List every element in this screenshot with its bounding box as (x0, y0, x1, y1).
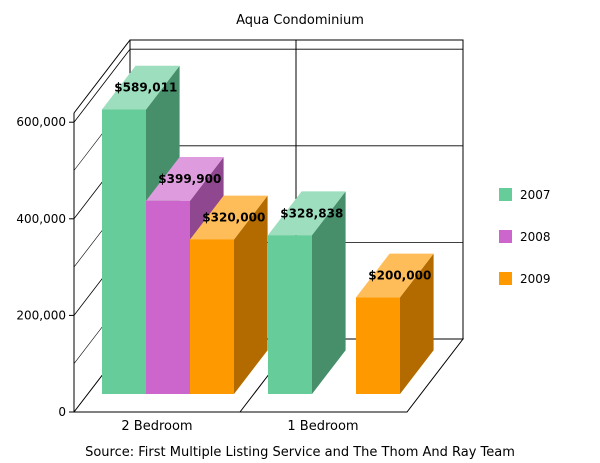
source-note: Source: First Multiple Listing Service a… (85, 445, 515, 460)
data-label: $399,900 (158, 172, 221, 186)
bar-front (146, 200, 190, 394)
bar-top (102, 65, 180, 110)
y-tick-label: 200,000 (16, 308, 66, 322)
data-label: $328,838 (280, 206, 343, 220)
bar-2009-2-bedroom (190, 195, 268, 394)
legend: 2007 2008 2009 (499, 188, 551, 286)
legend-swatch-2009 (499, 272, 512, 285)
legend-label-2008: 2008 (520, 230, 551, 244)
x-tick-label: 1 Bedroom (287, 419, 358, 434)
legend-swatch-2007 (499, 188, 512, 201)
bar-side (400, 253, 434, 394)
data-label: $589,011 (114, 81, 177, 95)
bar-front (190, 239, 234, 394)
bar-top (268, 191, 346, 236)
y-tick-label: 400,000 (16, 212, 66, 226)
bar-2009-1-bedroom (356, 253, 434, 394)
bar-front (102, 109, 146, 394)
bar-top (356, 253, 434, 298)
bar-side (312, 191, 346, 394)
bar-front (268, 235, 312, 394)
x-tick-label: 2 Bedroom (121, 419, 192, 434)
data-labels: $589,011 $399,900 $320,000 $328,838 $200,000 (114, 81, 431, 283)
left-wall-top-edge (73, 39, 131, 114)
bars (102, 65, 434, 394)
bar-front (356, 297, 400, 394)
data-label: $320,000 (202, 211, 265, 225)
bar-2007-1-bedroom (268, 191, 346, 394)
bar-top (190, 195, 268, 240)
y-tick-label: 0 (58, 405, 66, 419)
legend-swatch-2008 (499, 230, 512, 243)
y-tick-label: 600,000 (16, 115, 66, 129)
bar-side (234, 195, 268, 394)
data-label: $200,000 (368, 269, 431, 283)
bar-top (146, 157, 224, 201)
chart-title: Aqua Condominium (236, 13, 364, 28)
gridline-side (73, 48, 131, 123)
legend-label-2009: 2009 (520, 272, 551, 286)
legend-label-2007: 2007 (520, 188, 551, 202)
